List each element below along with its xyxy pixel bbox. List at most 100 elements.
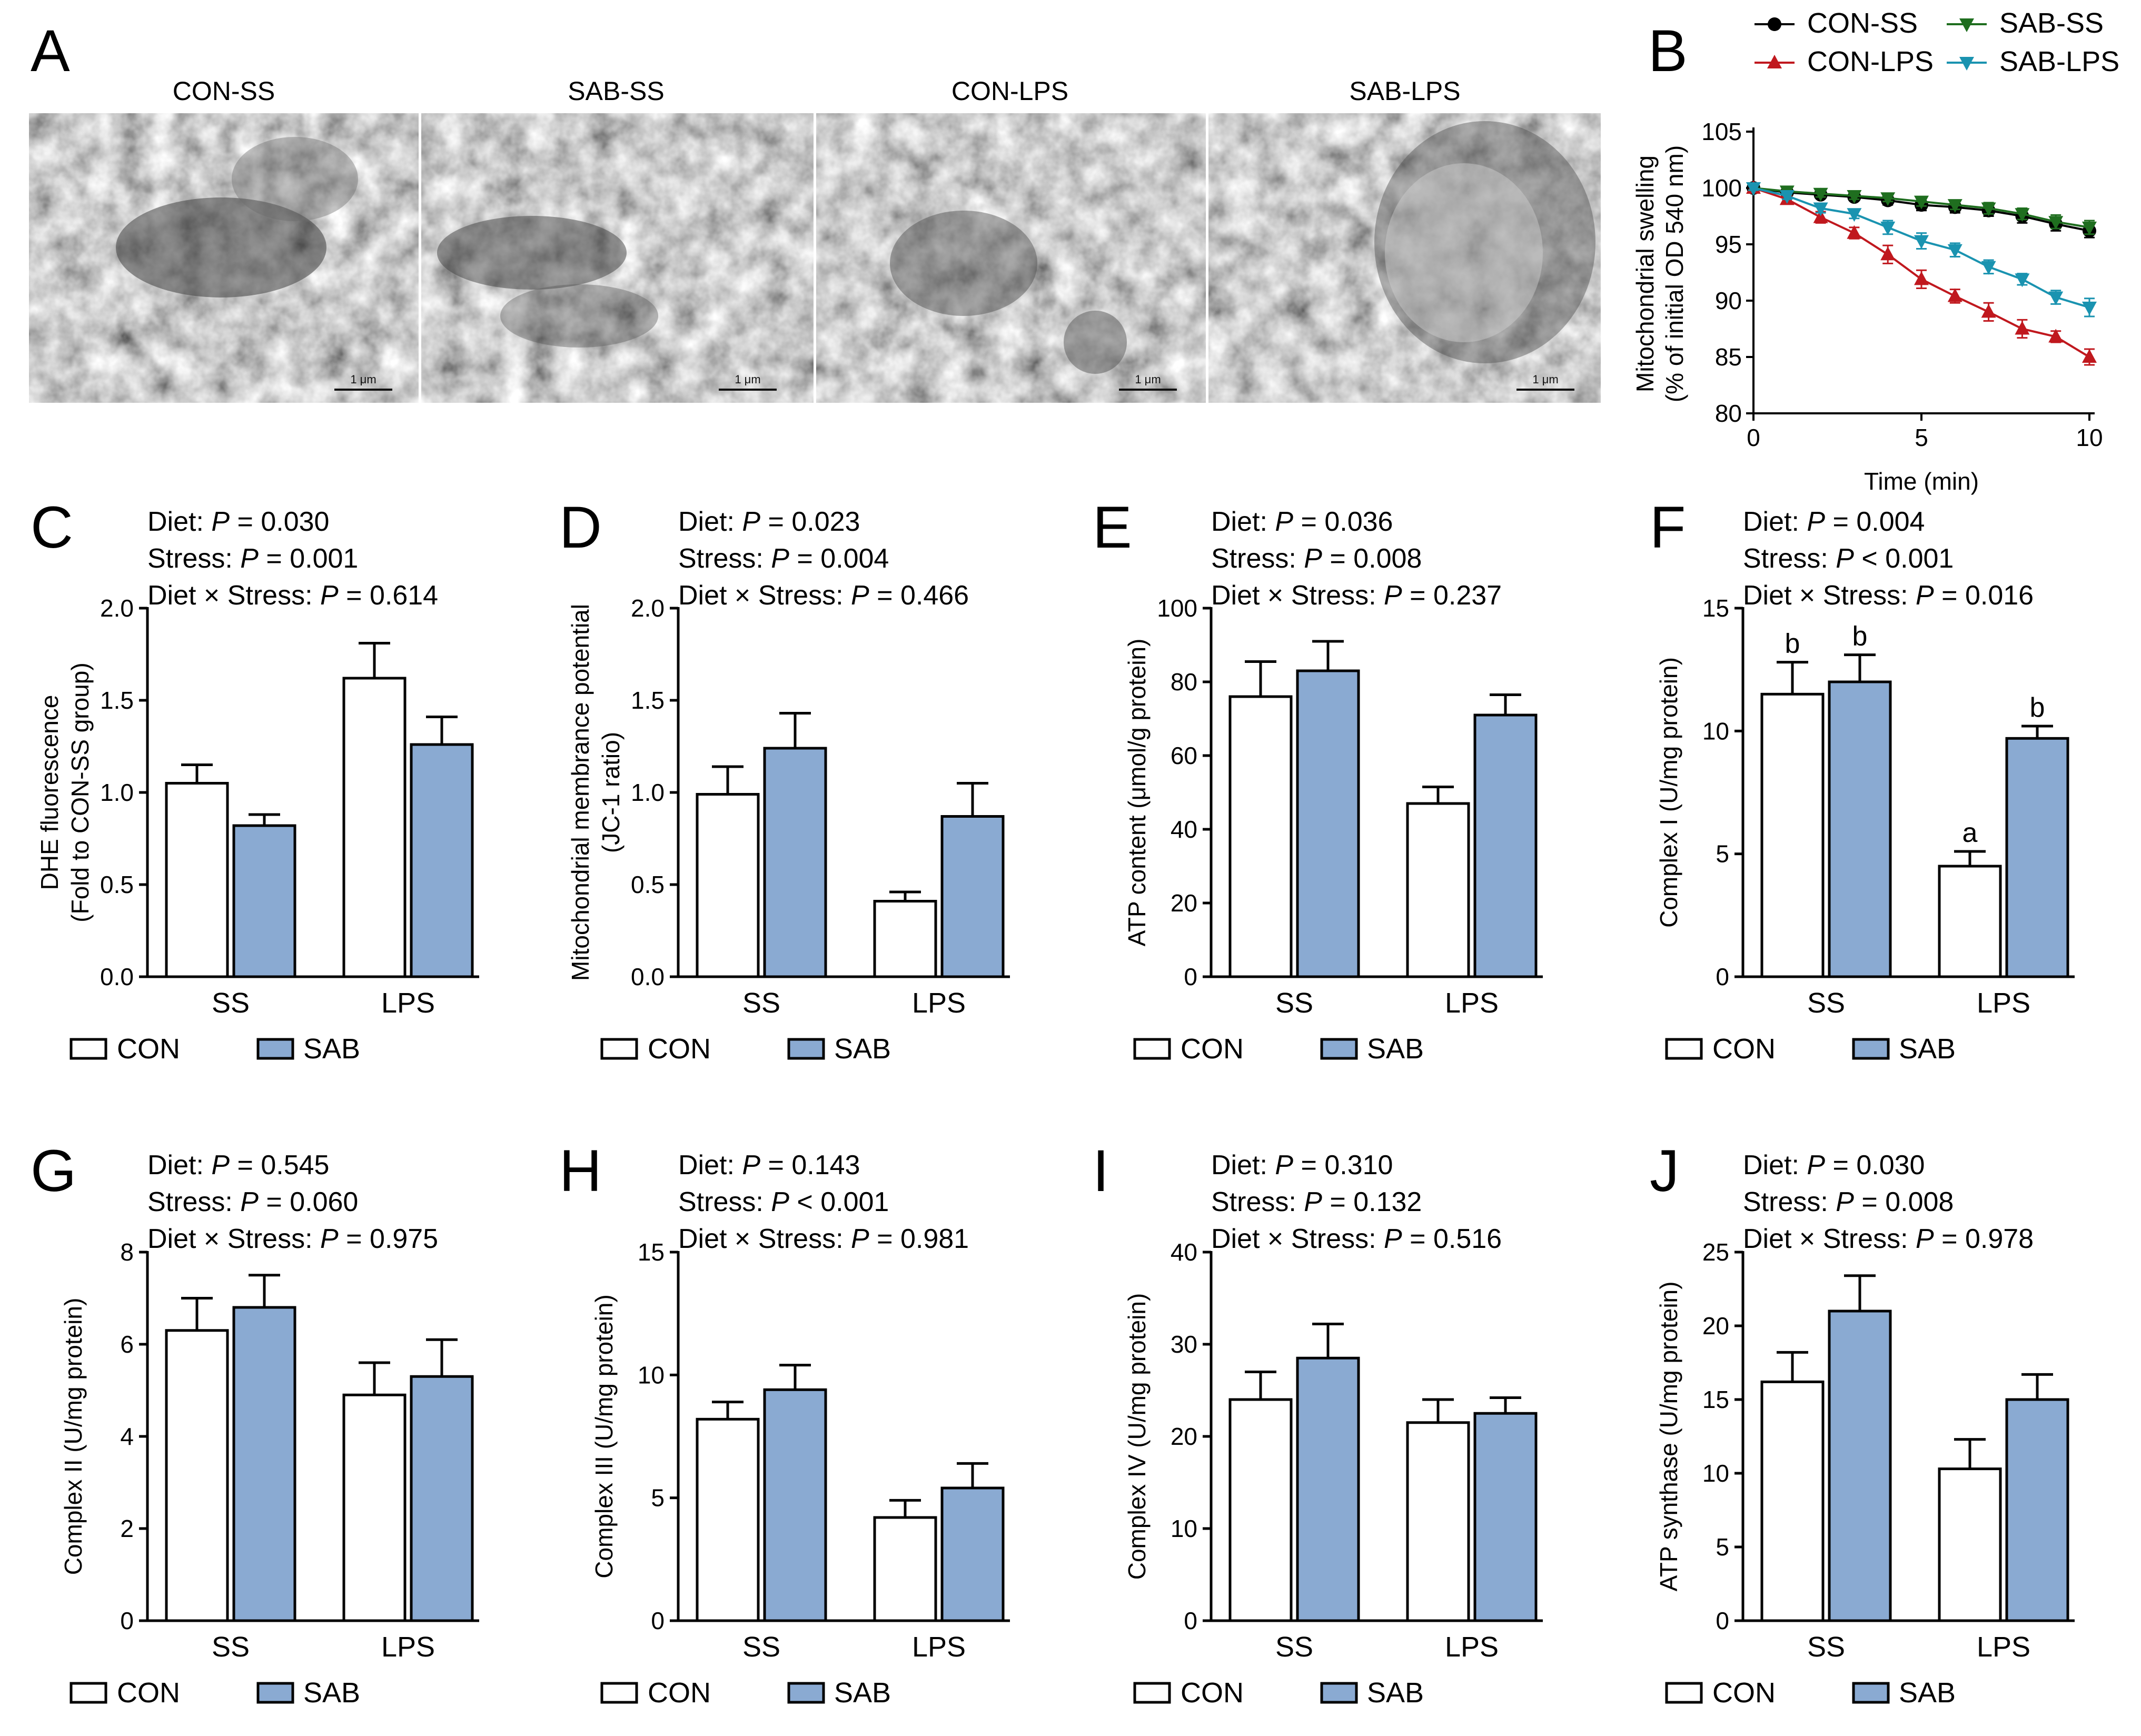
category-label: LPS <box>381 987 435 1019</box>
significance-letter: b <box>1785 629 1800 659</box>
y-axis-title-line: DHE fluorescence <box>36 695 63 890</box>
bar-con <box>1938 865 2002 978</box>
organelle-shape <box>500 284 658 348</box>
stat-label: Stress: <box>1743 543 1836 574</box>
stat-value: = 0.001 <box>259 543 358 574</box>
stat-p: P <box>742 1150 760 1181</box>
panel-letter-b: B <box>1648 18 1688 84</box>
bar-con <box>873 900 937 978</box>
legend-label-con: CON <box>1712 1677 1776 1709</box>
bar-sab <box>763 747 827 978</box>
y-axis-title: Mitochondrial membrance potential (JC-1 r… <box>567 604 625 981</box>
legend-swatch-con <box>600 1038 638 1060</box>
data-point <box>1847 208 1862 222</box>
stat-value: = 0.060 <box>259 1187 358 1217</box>
bar-sab <box>940 815 1005 978</box>
legend-swatch-sab <box>1852 1038 1890 1060</box>
organelle-shape <box>437 216 627 290</box>
data-point <box>1880 192 1896 206</box>
panel-letter: F <box>1650 494 1686 560</box>
legend-swatch-con <box>70 1038 107 1060</box>
stat-line-stress: Stress: P < 0.001 <box>1743 543 1954 574</box>
data-point <box>2082 301 2097 315</box>
panel-g: G Diet: P = 0.545 Stress: P = 0.060 Diet × … <box>31 1138 479 1709</box>
y-tick-label: 20 <box>1702 1312 1729 1340</box>
stat-p: P <box>240 543 259 574</box>
stat-p: P <box>1304 1187 1322 1217</box>
em-label: SAB-SS <box>568 76 664 106</box>
y-tick-label: 5 <box>1716 840 1729 868</box>
data-point <box>1767 55 1782 68</box>
data-point <box>1880 246 1896 261</box>
stat-label: Diet: <box>147 507 211 537</box>
stat-p: P <box>240 1187 259 1217</box>
legend: CON SAB <box>1665 1677 1956 1709</box>
y-axis-title: ATP synthase (U/mg protein) <box>1655 1282 1682 1592</box>
y-axis-title: Complex I (U/mg protein) <box>1655 657 1682 928</box>
bar-sab <box>1296 669 1360 978</box>
stat-value: = 0.143 <box>760 1150 860 1181</box>
stat-value: = 0.016 <box>1934 580 2034 611</box>
y-axis-title: Mitochondrial swelling(% of initial OD 5… <box>1631 145 1688 402</box>
data-point <box>1914 195 1929 210</box>
y-tick-label: 5 <box>1716 1533 1729 1561</box>
stat-line-diet: Diet: P = 0.030 <box>147 507 329 537</box>
organelle-shape <box>116 197 326 297</box>
panel-c: C Diet: P = 0.030 Stress: P = 0.001 Diet × … <box>31 494 479 1065</box>
y-tick-label: 1.5 <box>631 687 665 714</box>
stat-label: Stress: <box>678 543 771 574</box>
legend-label-sab: SAB <box>1899 1677 1956 1709</box>
y-tick-label: 1.5 <box>100 687 134 714</box>
bar-sab <box>232 824 296 978</box>
stat-line-stress: Stress: P = 0.004 <box>678 543 889 574</box>
legend-swatch-con <box>1665 1038 1703 1060</box>
y-tick-label: 25 <box>1702 1238 1729 1266</box>
stat-label: Stress: <box>1211 543 1304 574</box>
stat-label: Diet × Stress: <box>1743 580 1916 611</box>
stat-p: P <box>1304 543 1322 574</box>
bar-sab <box>1473 1412 1538 1622</box>
stat-line-inter: Diet × Stress: P = 0.016 <box>1743 580 2034 611</box>
y-axis-title-line: ATP content (μmol/g protein) <box>1123 639 1151 947</box>
em-label: CON-LPS <box>951 76 1068 106</box>
panel-letter: I <box>1093 1138 1109 1204</box>
legend-swatch-con <box>1133 1682 1171 1704</box>
legend-label-con: CON <box>117 1033 180 1065</box>
y-axis-title: ATP content (μmol/g protein) <box>1123 639 1151 947</box>
stat-value: = 0.466 <box>869 580 969 611</box>
data-point <box>2048 291 2064 305</box>
stat-value: = 0.132 <box>1322 1187 1422 1217</box>
bar-sab <box>940 1486 1005 1622</box>
stat-label: Stress: <box>1743 1187 1836 1217</box>
y-tick-label: 30 <box>1171 1331 1197 1358</box>
stat-value: = 0.030 <box>230 507 329 537</box>
y-tick-label: 20 <box>1171 889 1197 917</box>
y-tick-label: 8 <box>120 1238 134 1266</box>
data-point <box>1779 190 1795 204</box>
y-axis-title: Complex IV (U/mg protein) <box>1123 1293 1151 1580</box>
y-tick-label: 100 <box>1701 174 1742 202</box>
em-label: SAB-LPS <box>1349 76 1460 106</box>
legend-label-sab: SAB <box>834 1677 891 1709</box>
series-sab-lps <box>1746 182 2097 318</box>
legend-item: CON-SS <box>1755 7 1918 39</box>
x-tick-label: 0 <box>1747 424 1760 451</box>
legend-swatch-con <box>70 1682 107 1704</box>
legend-label: SAB-LPS <box>1999 46 2119 77</box>
category-label: SS <box>1807 987 1845 1019</box>
micrograph <box>1208 113 1601 403</box>
em-image-con-ss: CON-SS 1 μm <box>29 76 419 403</box>
data-point <box>1914 271 1929 285</box>
stat-line-inter: Diet × Stress: P = 0.978 <box>1743 1224 2034 1254</box>
y-tick-label: 0.5 <box>631 871 665 898</box>
bar-con <box>1938 1467 2002 1622</box>
y-tick-label: 1.0 <box>631 779 665 806</box>
stat-label: Stress: <box>147 1187 240 1217</box>
data-point <box>2082 349 2097 363</box>
series-sab-ss <box>1746 182 2097 235</box>
category-label: LPS <box>1445 987 1499 1019</box>
y-axis-title-line: Mitochondrial swelling <box>1631 155 1659 392</box>
data-point <box>1813 202 1828 216</box>
y-tick-label: 95 <box>1715 231 1742 258</box>
legend-label-sab: SAB <box>834 1033 891 1065</box>
